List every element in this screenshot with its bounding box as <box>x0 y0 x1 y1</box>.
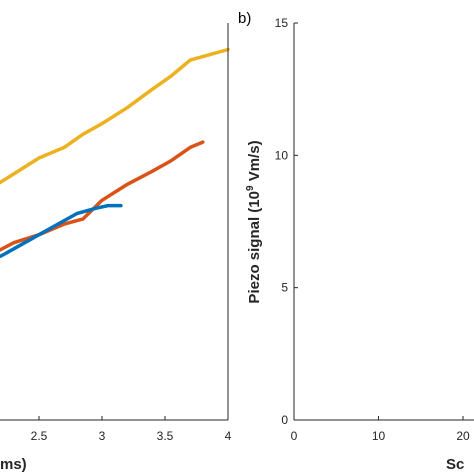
panel-b-y-ticks: 0 5 10 15 <box>275 16 298 427</box>
panel-a-x-axis-label: ms) <box>0 456 27 473</box>
panel-a-x-tick-label-0: 2.5 <box>31 429 48 443</box>
panel-a-series-line-2 <box>0 203 123 259</box>
panel-b-y-axis-label: Piezo signal (109 Vm/s) <box>245 140 263 303</box>
panel-a-x-tick-label-1: 3 <box>99 429 106 443</box>
panel-b-y-axis-label-rest: Vm/s) <box>246 140 263 185</box>
panel-a-x-tick-label-3: 4 <box>225 429 232 443</box>
panel-b-label: b) <box>238 10 251 27</box>
panel-a-series-line-0 <box>0 47 230 185</box>
panel-a-x-tick-label-2: 3.5 <box>157 429 174 443</box>
panel-a-series-line-1 <box>0 140 205 252</box>
panel-b-y-tick-label-0: 0 <box>281 413 288 427</box>
panel-b-x-axis-label: Sc <box>446 456 464 473</box>
panel-b-y-tick-label-2: 10 <box>275 148 289 162</box>
panel-b-x-tick-label-2: 20 <box>456 429 470 443</box>
panel-b-y-axis-label-superscript: 9 <box>245 185 256 191</box>
panel-a: 2.5 3 3.5 4 ms) <box>0 23 232 473</box>
panel-b-x-tick-label-0: 0 <box>291 429 298 443</box>
panel-b-x-ticks: 0 10 20 <box>291 416 470 443</box>
panel-a-x-ticks: 2.5 3 3.5 4 <box>31 416 232 443</box>
panel-b-y-tick-label-1: 5 <box>281 281 288 295</box>
panel-b-y-tick-label-3: 15 <box>275 16 289 30</box>
panel-a-series-group <box>0 47 230 259</box>
panel-b-x-tick-label-1: 10 <box>372 429 386 443</box>
